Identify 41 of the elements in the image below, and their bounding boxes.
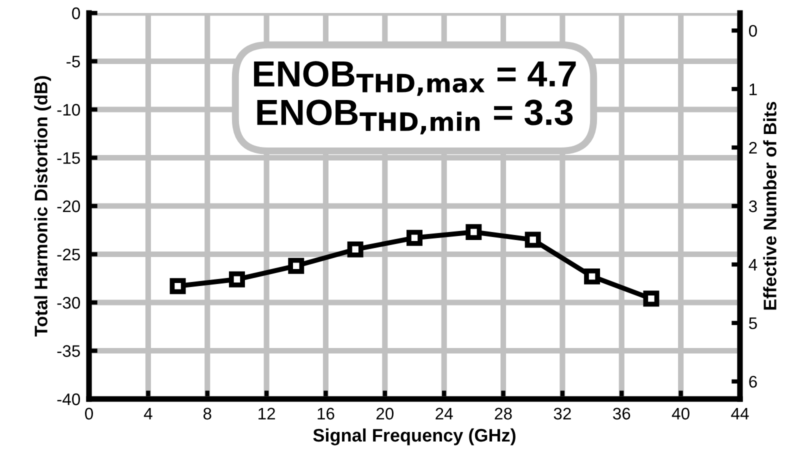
point — [288, 258, 304, 274]
x-tick-label: 0 — [85, 408, 93, 420]
point — [466, 224, 482, 240]
x-tick-label: 8 — [203, 408, 212, 420]
x-tick-label: 20 — [376, 408, 394, 420]
x-tick-label: 24 — [436, 408, 453, 420]
y-tick-label: -30 — [57, 296, 80, 309]
text: ENOB$_{THD,max}$ = 4.7 ENOB$_{THD,min}$ = 3.3 — [254, 61, 576, 134]
x-tick-label: 32 — [554, 408, 571, 420]
point — [524, 232, 541, 248]
x-tick-label: 16 — [318, 408, 334, 420]
y2-tick-label: 5 — [749, 318, 757, 330]
y-tick-label: 0 — [72, 7, 80, 20]
y-tick-label: -15 — [57, 152, 80, 164]
y-tick-label: -25 — [57, 248, 80, 260]
x-tick-label: 4 — [144, 408, 152, 420]
point — [584, 268, 600, 284]
x-tick-label: 36 — [613, 408, 630, 420]
y2-tick-label: 0 — [748, 24, 757, 37]
point — [228, 271, 245, 288]
x-axis-title: Signal Frequency (GHz) — [313, 428, 516, 446]
y-axis-title: Total Harmonic Distortion (dB) — [34, 76, 52, 337]
point — [170, 278, 186, 294]
point — [406, 230, 422, 246]
y-tick-label: -5 — [66, 56, 80, 68]
y2-tick-label: 3 — [748, 200, 757, 212]
point — [347, 241, 364, 258]
y2-axis-title: Effective Number of Bits — [763, 102, 776, 310]
y-tick-label: -20 — [57, 200, 80, 212]
x-tick-label: 44 — [731, 408, 749, 420]
y-tick-label: -35 — [57, 345, 80, 357]
y-tick-label: -10 — [57, 104, 80, 116]
x-tick-label: 40 — [672, 408, 690, 420]
y2-tick-label: 1 — [750, 84, 757, 96]
x-tick-label: 12 — [258, 408, 275, 420]
y2-tick-label: 6 — [749, 376, 757, 388]
point — [643, 290, 660, 307]
y2-tick-label: 2 — [749, 142, 757, 154]
y-tick-label: -40 — [57, 393, 80, 406]
y2-tick-label: 4 — [748, 259, 758, 271]
x-tick-label: 28 — [494, 408, 512, 420]
